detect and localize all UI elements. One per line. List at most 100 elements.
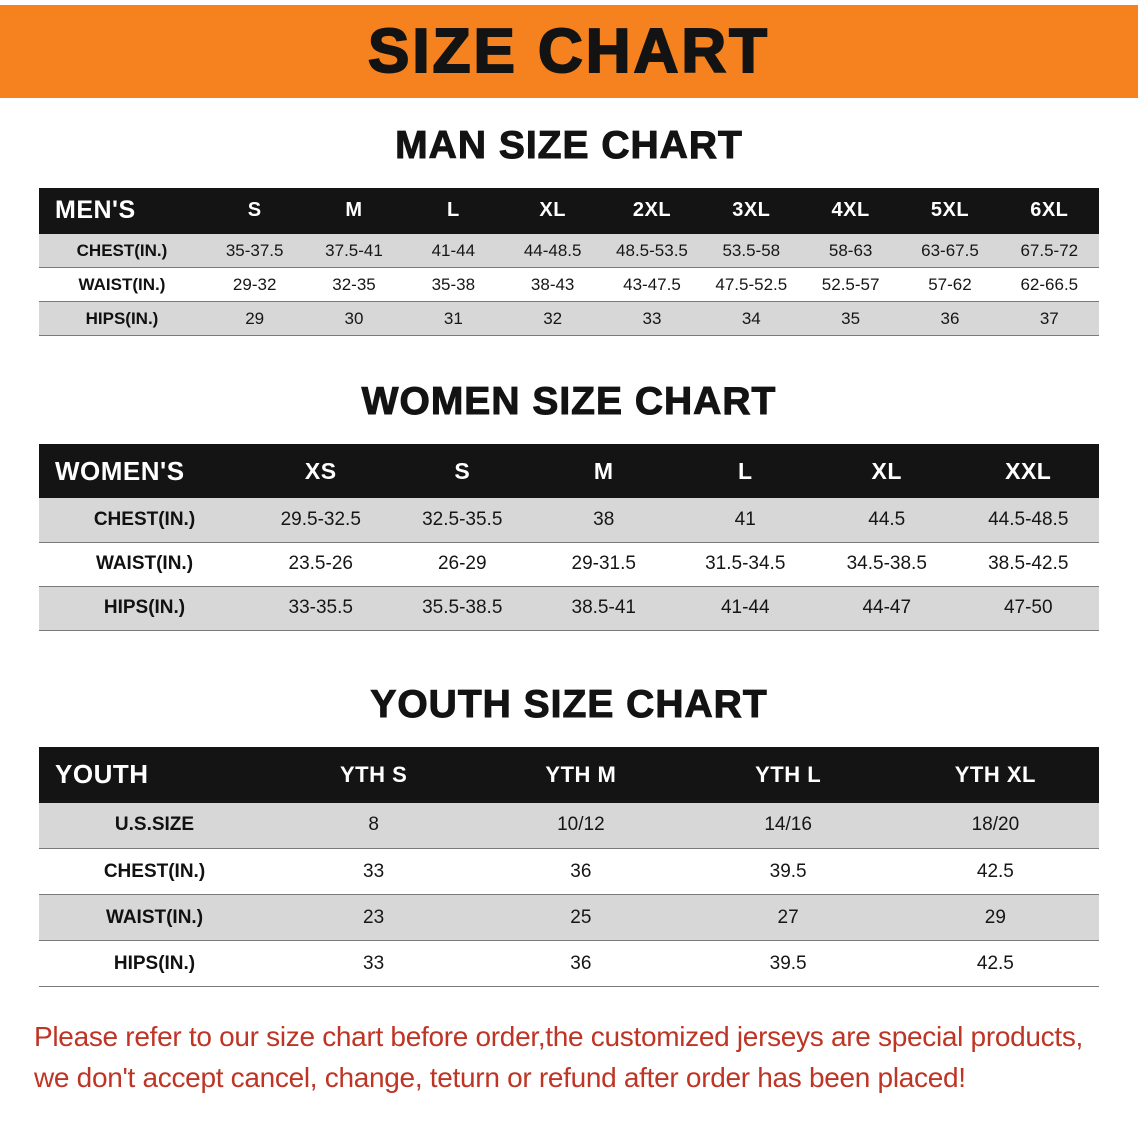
value-cell: 8 <box>368 814 379 836</box>
youth-heading: YOUTH SIZE CHART <box>370 682 768 726</box>
value-cell: 38.5-41 <box>571 597 636 619</box>
value-cell: 26-29 <box>437 553 487 575</box>
table-row: WAIST(IN.) 23 25 27 29 <box>39 894 1099 941</box>
value-cell: 18/20 <box>971 814 1020 836</box>
row-label: HIPS(IN.) <box>85 308 159 328</box>
value-cell: 32 <box>543 308 563 328</box>
size-header-cell: XL <box>539 199 566 222</box>
value-cell: 29 <box>984 906 1006 928</box>
value-cell: 41 <box>734 508 756 530</box>
value-cell: 63-67.5 <box>921 240 979 260</box>
value-cell: 33 <box>363 860 385 882</box>
value-cell: 48.5-53.5 <box>616 240 688 260</box>
men-header-row: MEN'S S M L XL 2XL 3XL 4XL 5XL 6XL <box>39 187 1099 234</box>
row-label: CHEST(IN.) <box>76 240 168 260</box>
size-header-cell: 3XL <box>732 199 771 222</box>
size-header-cell: S <box>247 199 262 222</box>
table-row: CHEST(IN.) 33 36 39.5 42.5 <box>39 849 1099 895</box>
value-cell: 29.5-32.5 <box>280 508 361 530</box>
value-cell: 44-48.5 <box>523 240 582 260</box>
women-table-title-cell: WOMEN'S <box>55 455 185 486</box>
table-row: CHEST(IN.) 35-37.5 37.5-41 41-44 44-48.5 48.5… <box>39 233 1099 268</box>
value-cell: 38-43 <box>530 274 575 294</box>
value-cell: 36 <box>940 308 960 328</box>
value-cell: 32-35 <box>332 274 376 294</box>
size-header-cell: M <box>593 457 614 484</box>
table-row: CHEST(IN.) 29.5-32.5 32.5-35.5 38 41 44.5 44.5… <box>39 498 1099 543</box>
youth-table-body: U.S.SIZE 8 10/12 14/16 18/20 CHEST(IN.) 33 36 39… <box>39 802 1099 987</box>
men-size-table: MEN'S S M L XL 2XL 3XL 4XL 5XL 6XL CHEST(IN.) 35-37… <box>39 187 1099 337</box>
value-cell: 41-44 <box>431 240 476 260</box>
women-section: WOMEN SIZE CHART WOMEN'S XS S M L XL XXL CHEST(… <box>0 380 1138 631</box>
value-cell: 42.5 <box>976 952 1014 974</box>
size-header-cell: XL <box>871 457 902 484</box>
men-table-head: MEN'S S M L XL 2XL 3XL 4XL 5XL 6XL <box>39 187 1099 234</box>
row-label: HIPS(IN.) <box>103 597 186 619</box>
size-header-cell: YTH S <box>339 761 408 787</box>
value-cell: 31 <box>443 308 463 328</box>
men-section: MAN SIZE CHART MEN'S S M L XL 2XL 3XL 4XL 5XL 6XL… <box>0 124 1138 336</box>
value-cell: 33-35.5 <box>288 597 353 619</box>
page-title: SIZE CHART <box>367 16 770 86</box>
value-cell: 44.5 <box>868 508 906 530</box>
row-label: CHEST(IN.) <box>103 860 206 882</box>
value-cell: 35.5-38.5 <box>422 597 503 619</box>
banner: SIZE CHART <box>0 5 1138 98</box>
size-header-cell: 6XL <box>1030 199 1069 222</box>
value-cell: 44.5-48.5 <box>988 508 1069 530</box>
value-cell: 36 <box>570 860 592 882</box>
value-cell: 14/16 <box>764 814 812 836</box>
size-header-cell: 4XL <box>831 199 870 222</box>
size-header-cell: YTH L <box>755 761 822 787</box>
row-label: WAIST(IN.) <box>78 274 166 294</box>
table-row: HIPS(IN.) 33 36 39.5 42.5 <box>39 941 1099 987</box>
value-cell: 52.5-57 <box>821 274 880 294</box>
size-header-cell: XXL <box>1005 457 1052 484</box>
value-cell: 25 <box>570 906 592 928</box>
row-label: U.S.SIZE <box>114 814 195 836</box>
size-header-cell: L <box>446 199 460 222</box>
value-cell: 33 <box>642 308 662 328</box>
youth-size-table: YOUTH YTH S YTH M YTH L YTH XL U.S.SIZE 8 10/12… <box>39 746 1099 988</box>
value-cell: 35 <box>841 308 861 328</box>
size-header-cell: YTH M <box>545 761 617 787</box>
men-table-body: CHEST(IN.) 35-37.5 37.5-41 41-44 44-48.5 48.5… <box>39 233 1099 336</box>
value-cell: 39.5 <box>769 952 807 974</box>
size-header-cell: M <box>345 199 363 222</box>
value-cell: 43-47.5 <box>623 274 681 294</box>
value-cell: 29-31.5 <box>571 553 636 575</box>
row-label: WAIST(IN.) <box>95 553 194 575</box>
row-label: CHEST(IN.) <box>93 508 196 530</box>
size-header-cell: L <box>737 457 753 484</box>
value-cell: 67.5-72 <box>1020 240 1079 260</box>
size-header-cell: YTH XL <box>954 761 1036 787</box>
value-cell: 10/12 <box>557 814 605 836</box>
value-cell: 35-37.5 <box>225 240 284 260</box>
value-cell: 44-47 <box>862 597 912 619</box>
value-cell: 33 <box>363 952 385 974</box>
value-cell: 32.5-35.5 <box>422 508 503 530</box>
disclaimer-line-2: we don't accept cancel, change, teturn o… <box>34 1062 966 1094</box>
women-heading: WOMEN SIZE CHART <box>361 380 777 424</box>
value-cell: 47.5-52.5 <box>715 274 788 294</box>
value-cell: 42.5 <box>976 860 1014 882</box>
youth-table-title-cell: YOUTH <box>55 759 149 790</box>
value-cell: 31.5-34.5 <box>705 553 786 575</box>
value-cell: 36 <box>570 952 592 974</box>
value-cell: 29 <box>245 308 265 328</box>
value-cell: 37.5-41 <box>325 240 383 260</box>
table-row: WAIST(IN.) 29-32 32-35 35-38 38-43 43-47.5 47.… <box>39 268 1099 302</box>
women-table-body: CHEST(IN.) 29.5-32.5 32.5-35.5 38 41 44.5 44.5… <box>39 498 1099 631</box>
value-cell: 53.5-58 <box>722 240 781 260</box>
value-cell: 47-50 <box>1003 597 1053 619</box>
value-cell: 34 <box>741 308 761 328</box>
value-cell: 41-44 <box>720 597 770 619</box>
value-cell: 23 <box>363 906 385 928</box>
row-label: WAIST(IN.) <box>105 906 204 928</box>
table-row: WAIST(IN.) 23.5-26 26-29 29-31.5 31.5-34.5 34… <box>39 542 1099 587</box>
women-header-row: WOMEN'S XS S M L XL XXL <box>39 444 1099 499</box>
value-cell: 30 <box>344 308 364 328</box>
table-row: HIPS(IN.) 33-35.5 35.5-38.5 38.5-41 41-44 44-… <box>39 586 1099 631</box>
size-header-cell: 2XL <box>632 199 672 222</box>
